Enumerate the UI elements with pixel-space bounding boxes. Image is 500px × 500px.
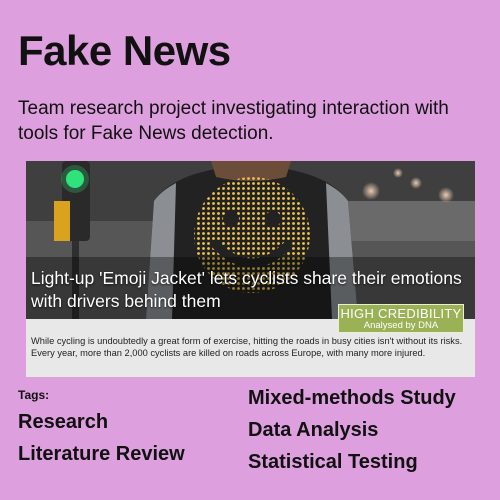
tag-statistical-testing[interactable]: Statistical Testing [248, 451, 418, 473]
page-subtitle: Team research project investigating inte… [18, 98, 449, 144]
article-card[interactable]: Light-up 'Emoji Jacket' lets cyclists sh… [26, 161, 475, 377]
credibility-badge: HIGH CREDIBILITY Analysed by DNA [338, 304, 464, 333]
article-headline[interactable]: Light-up 'Emoji Jacket' lets cyclists sh… [31, 268, 462, 311]
credibility-sublabel: Analysed by DNA [363, 320, 439, 331]
article-photo: Light-up 'Emoji Jacket' lets cyclists sh… [26, 161, 475, 319]
tag-data-analysis[interactable]: Data Analysis [248, 419, 379, 441]
tag-mixed-methods-study[interactable]: Mixed-methods Study [248, 387, 456, 409]
tag-literature-review[interactable]: Literature Review [18, 443, 185, 465]
article-snippet: While cycling is undoubtedly a great for… [31, 336, 463, 358]
tags-label: Tags: [18, 388, 50, 402]
page-title: Fake News [18, 27, 231, 74]
tag-research[interactable]: Research [18, 411, 109, 433]
credibility-label: HIGH CREDIBILITY [340, 306, 462, 321]
